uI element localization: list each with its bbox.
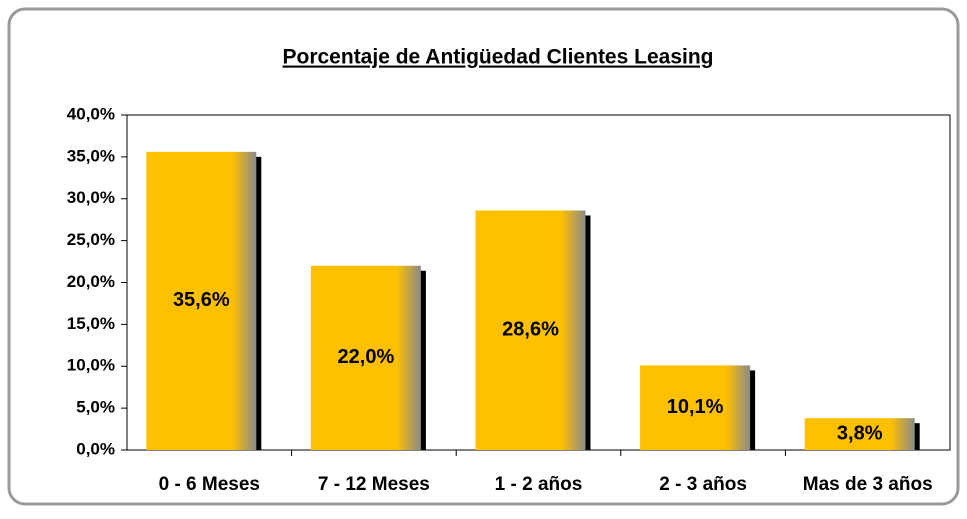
y-tick-label: 10,0%: [67, 356, 115, 375]
bar: [640, 365, 751, 450]
y-tick-label: 5,0%: [76, 398, 115, 417]
chart-title: Porcentaje de Antigüedad Clientes Leasin…: [283, 46, 714, 69]
y-tick-label: 40,0%: [67, 104, 115, 123]
value-label: 3,8%: [837, 422, 883, 444]
x-tick-label: 1 - 2 años: [495, 474, 583, 495]
y-tick-label: 30,0%: [67, 188, 115, 207]
x-tick-label: 2 - 3 años: [659, 474, 747, 495]
value-label: 22,0%: [338, 346, 395, 368]
x-tick-label: 0 - 6 Meses: [159, 474, 260, 495]
x-tick-label: Mas de 3 años: [803, 474, 933, 495]
value-label: 28,6%: [502, 319, 559, 341]
bar: [146, 151, 257, 450]
y-tick-label: 20,0%: [67, 272, 115, 291]
y-tick-label: 15,0%: [67, 314, 115, 333]
y-tick-label: 25,0%: [67, 230, 115, 249]
bar: [804, 418, 915, 450]
bar: [475, 210, 586, 450]
y-tick-label: 0,0%: [76, 439, 115, 458]
y-tick-label: 35,0%: [67, 146, 115, 165]
x-tick-label: 7 - 12 Meses: [318, 474, 430, 495]
value-label: 10,1%: [667, 396, 724, 418]
value-label: 35,6%: [173, 289, 230, 311]
bar: [310, 265, 421, 450]
